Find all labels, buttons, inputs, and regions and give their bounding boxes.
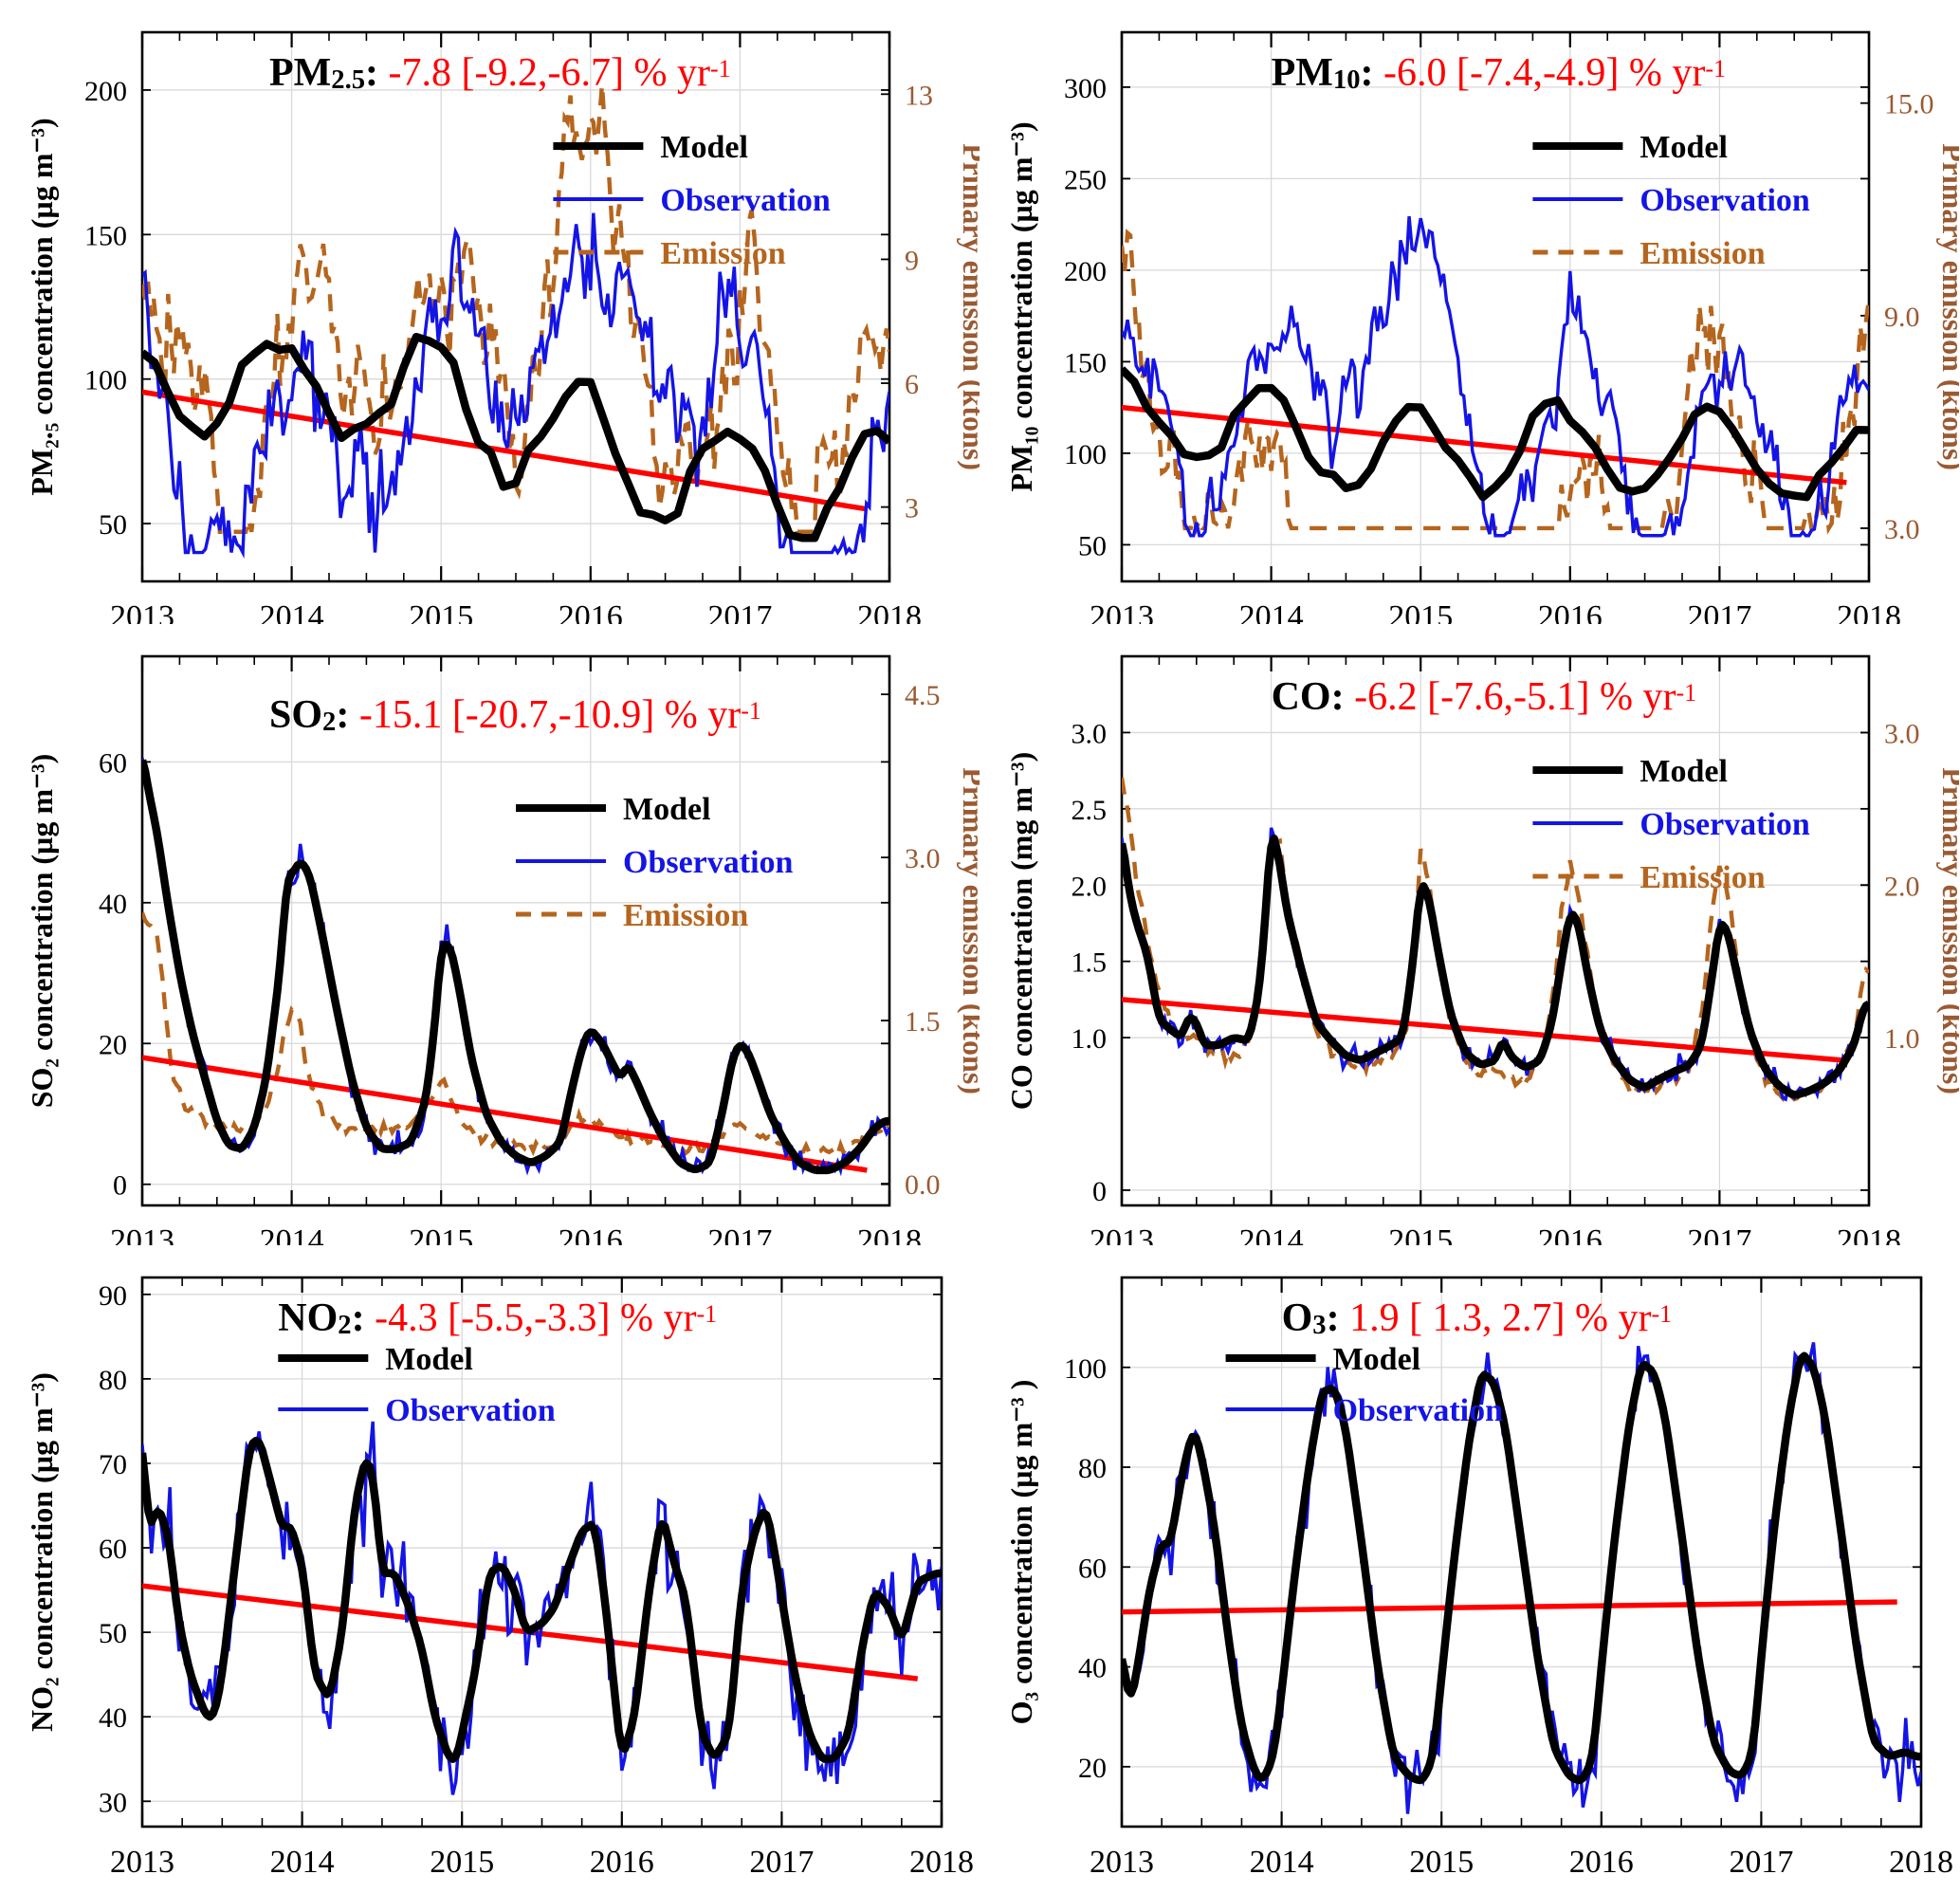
svg-text:300: 300 [1064,73,1107,104]
svg-text:2013: 2013 [110,1845,174,1876]
svg-text:1.5: 1.5 [1072,947,1108,979]
svg-text:SO₂ concentration (µg m⁻³): SO₂ concentration (µg m⁻³) [25,754,59,1109]
svg-text:Model: Model [623,792,711,827]
svg-text:2014: 2014 [270,1845,335,1876]
svg-text:2015: 2015 [1409,1845,1474,1876]
svg-text:SO2: -15.1 [-20.7,-10.9] % yr-: SO2: -15.1 [-20.7,-10.9] % yr-1 [269,693,761,737]
svg-text:Observation: Observation [1333,1393,1504,1428]
svg-text:150: 150 [84,220,127,251]
svg-text:2.0: 2.0 [1884,871,1920,902]
svg-text:2018: 2018 [1889,1845,1953,1876]
svg-text:Model: Model [1333,1342,1421,1377]
svg-text:2018: 2018 [909,1845,974,1876]
svg-text:50: 50 [1078,530,1107,561]
svg-text:80: 80 [1078,1453,1107,1484]
svg-text:Emission: Emission [623,898,748,933]
svg-text:Model: Model [660,130,748,165]
svg-text:2014: 2014 [1250,1845,1314,1876]
svg-text:13: 13 [905,80,933,111]
svg-text:0: 0 [113,1170,127,1202]
svg-text:1.5: 1.5 [905,1006,941,1038]
svg-text:3.0: 3.0 [1884,718,1920,749]
svg-text:Model: Model [1639,130,1728,165]
svg-text:9.0: 9.0 [1884,302,1920,333]
svg-text:60: 60 [99,1534,127,1565]
svg-text:50: 50 [99,1618,127,1649]
svg-text:2015: 2015 [430,1845,494,1876]
svg-text:200: 200 [84,76,127,107]
svg-text:9: 9 [905,245,919,276]
svg-text:Emission: Emission [1639,860,1765,895]
svg-text:2017: 2017 [1729,1845,1793,1876]
svg-text:Emission: Emission [1639,236,1765,271]
svg-text:2013: 2013 [1090,1845,1154,1876]
svg-text:2.0: 2.0 [1072,871,1108,902]
svg-text:60: 60 [99,747,127,779]
svg-text:Model: Model [385,1342,473,1377]
svg-text:Primary emission (ktons): Primary emission (ktons) [1936,767,1959,1094]
svg-text:2016: 2016 [1569,1845,1634,1876]
svg-text:NO₂ concentration (µg m⁻³): NO₂ concentration (µg m⁻³) [25,1372,59,1732]
svg-text:100: 100 [84,365,127,396]
svg-text:100: 100 [1064,1353,1107,1385]
svg-text:40: 40 [99,889,127,920]
svg-text:100: 100 [1064,439,1107,470]
svg-text:Primary emission (ktons): Primary emission (ktons) [957,143,980,470]
svg-text:Primary emission (ktons): Primary emission (ktons) [1936,143,1959,470]
svg-text:0.0: 0.0 [905,1169,941,1201]
svg-text:200: 200 [1064,256,1107,287]
svg-text:Model: Model [1639,754,1728,789]
svg-text:150: 150 [1064,347,1107,378]
svg-text:2017: 2017 [749,1845,814,1876]
svg-text:2.5: 2.5 [1072,795,1108,826]
svg-text:30: 30 [99,1787,127,1818]
svg-text:Emission: Emission [660,236,785,271]
svg-text:90: 90 [99,1280,127,1312]
svg-text:15.0: 15.0 [1884,89,1934,120]
svg-text:80: 80 [99,1365,127,1396]
svg-text:O₃ concentration (µg m⁻³ ): O₃ concentration (µg m⁻³ ) [1004,1380,1038,1725]
svg-text:40: 40 [1078,1653,1107,1684]
svg-text:20: 20 [99,1029,127,1060]
svg-text:6: 6 [905,369,919,400]
svg-text:Primary emission (ktons): Primary emission (ktons) [957,767,980,1094]
svg-text:2016: 2016 [590,1845,654,1876]
svg-text:PM₁₀ concentration (µg m⁻³): PM₁₀ concentration (µg m⁻³) [1004,121,1038,491]
svg-text:O3: 1.9 [ 1.3, 2.7] % yr-1: O3: 1.9 [ 1.3, 2.7] % yr-1 [1282,1296,1673,1340]
svg-text:50: 50 [99,509,127,541]
svg-text:1.0: 1.0 [1884,1023,1920,1055]
svg-text:Observation: Observation [385,1393,556,1428]
svg-text:3.0: 3.0 [1884,514,1920,545]
svg-text:40: 40 [99,1702,127,1734]
svg-text:Observation: Observation [623,845,794,880]
svg-text:3.0: 3.0 [1072,718,1108,749]
svg-text:1.0: 1.0 [1072,1023,1108,1055]
svg-text:Observation: Observation [1639,807,1810,842]
svg-text:3: 3 [905,493,919,524]
svg-text:CO concentration (mg m⁻³): CO concentration (mg m⁻³) [1004,752,1038,1111]
svg-text:250: 250 [1064,164,1107,195]
svg-text:60: 60 [1078,1553,1107,1584]
svg-text:70: 70 [99,1449,127,1480]
svg-text:0: 0 [1092,1176,1107,1207]
svg-text:CO: -6.2 [-7.6,-5.1] % yr-1: CO: -6.2 [-7.6,-5.1] % yr-1 [1272,675,1697,719]
svg-text:PM₂.₅ concentration (µg m⁻³): PM₂.₅ concentration (µg m⁻³) [25,118,59,495]
svg-text:Observation: Observation [660,183,831,218]
svg-text:3.0: 3.0 [905,843,941,874]
svg-text:20: 20 [1078,1753,1107,1784]
svg-text:Observation: Observation [1639,183,1810,218]
svg-text:4.5: 4.5 [905,680,941,711]
